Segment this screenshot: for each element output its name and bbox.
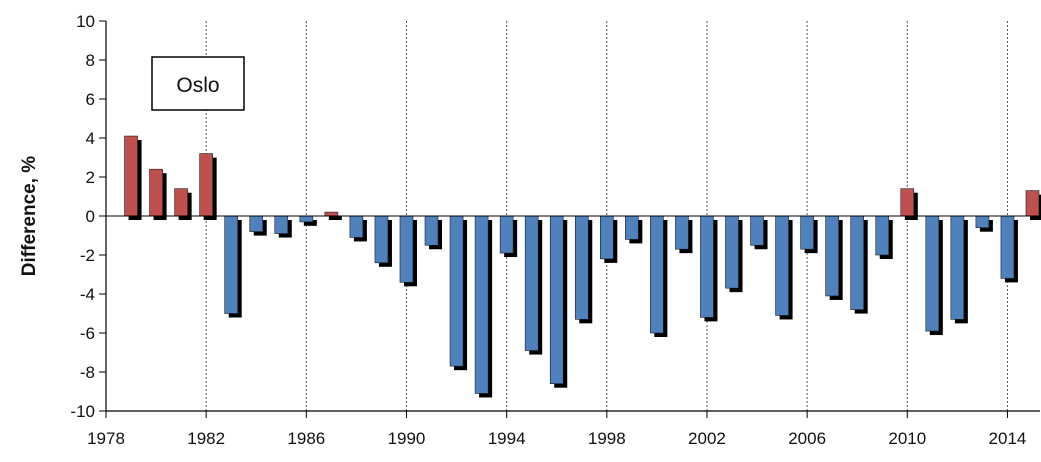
bar (449, 215, 464, 367)
y-tick-label: -2 (80, 246, 95, 265)
bar (299, 215, 314, 223)
bar (174, 188, 188, 217)
y-tick-label: -10 (70, 402, 95, 421)
bar (950, 215, 965, 320)
bar (549, 215, 564, 384)
bar (700, 215, 714, 318)
x-tick-label: 1978 (87, 429, 125, 448)
bar (775, 215, 789, 316)
bar (274, 215, 289, 234)
bar (875, 215, 890, 256)
x-tick-label: 2006 (788, 429, 826, 448)
y-tick-label: 0 (86, 207, 95, 226)
location-annotation: Oslo (151, 56, 245, 111)
x-tick-label: 1986 (287, 429, 325, 448)
bar (349, 215, 364, 238)
bar (249, 215, 264, 232)
x-tick-label: 2014 (989, 429, 1027, 448)
y-tick-label: -4 (80, 285, 95, 304)
bar (650, 215, 664, 334)
annotation-text: Oslo (176, 74, 219, 97)
bar (399, 215, 414, 283)
annotation-box (151, 56, 245, 111)
bar-shadow (328, 216, 342, 220)
y-axis-title: Difference, % (19, 156, 40, 276)
x-tick-label: 1994 (488, 429, 526, 448)
bar (750, 215, 764, 246)
bar (199, 153, 213, 217)
x-tick-label: 1982 (187, 429, 225, 448)
bar (124, 135, 138, 217)
bar-shadow (303, 220, 317, 226)
y-tick-label: 8 (86, 51, 95, 70)
bar (850, 215, 865, 310)
bar (524, 215, 539, 351)
grid-layer (205, 21, 1008, 411)
bar (825, 215, 839, 297)
y-tick-label: 2 (86, 168, 95, 187)
bar-layer (124, 135, 1041, 398)
bar (499, 215, 514, 254)
y-tick-label: 6 (86, 90, 95, 109)
bar (600, 215, 614, 260)
bar (1000, 215, 1015, 279)
bar (900, 188, 915, 217)
bar (324, 211, 339, 217)
bar (474, 215, 489, 394)
y-tick-label: 10 (76, 12, 95, 31)
x-tick-label: 2010 (888, 429, 926, 448)
y-tick-label: 4 (86, 129, 95, 148)
bar (975, 215, 990, 228)
x-tick-label: 1990 (388, 429, 426, 448)
bar (374, 215, 389, 264)
bar (424, 215, 439, 246)
label-layer: 10 8 6 4 2 0 -2 -4 -6 -8 -10 1978 1982 1986 1990 1994 19… (70, 12, 1026, 448)
bar (625, 215, 639, 240)
bar (675, 215, 689, 250)
y-tick-label: -8 (80, 363, 95, 382)
bar (224, 215, 239, 314)
bar (149, 168, 163, 217)
bar (574, 215, 589, 320)
bar (1025, 190, 1040, 217)
bar (925, 215, 940, 332)
bar (800, 215, 814, 250)
x-tick-label: 1998 (588, 429, 626, 448)
y-tick-label: -6 (80, 324, 95, 343)
axis-layer (99, 20, 1040, 418)
x-tick-label: 2002 (688, 429, 726, 448)
bar (725, 215, 739, 289)
